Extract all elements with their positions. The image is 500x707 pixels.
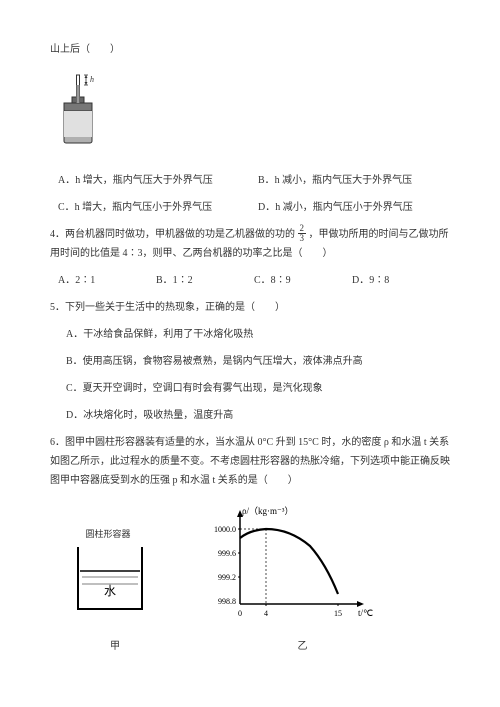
bottle-figure: h	[50, 71, 450, 153]
jia-water-label: 水	[104, 584, 116, 598]
svg-text:15: 15	[334, 609, 342, 618]
q4-option-c: C．8∶9	[254, 271, 352, 290]
q-bottle-options-row2: C．h 增大，瓶内气压小于外界气压 D．h 减小，瓶内气压小于外界气压	[58, 198, 450, 217]
q4-stem: 4．两台机器同时做功，甲机器做的功是乙机器做的功的 23 ，甲做功所用的时间与乙…	[50, 225, 450, 263]
yi-xaxis-label: t/℃	[358, 608, 373, 618]
q6-stem: 6．图甲中圆柱形容器装有适量的水，当水温从 0°C 升到 15°C 时，水的密度…	[50, 433, 450, 490]
q4-fraction: 23	[298, 224, 307, 243]
svg-text:4: 4	[264, 609, 268, 618]
svg-text:1000.0: 1000.0	[214, 525, 236, 534]
q5-option-b: B．使用高压锅，食物容易被煮熟，是锅内气压增大，液体沸点升高	[66, 352, 450, 371]
q4-option-d: D．9∶8	[352, 271, 450, 290]
q4-option-b: B．1∶2	[156, 271, 254, 290]
option-d: D．h 减小，瓶内气压小于外界气压	[258, 198, 450, 217]
page-header-fragment: 山上后（ ）	[50, 40, 450, 59]
option-c: C．h 增大，瓶内气压小于外界气压	[58, 198, 250, 217]
q4-options: A．2∶1 B．1∶2 C．8∶9 D．9∶8	[58, 271, 450, 290]
svg-text:0: 0	[238, 609, 242, 618]
q-bottle-options-row1: A．h 增大，瓶内气压大于外界气压 B．h 减小，瓶内气压大于外界气压	[58, 171, 450, 190]
svg-text:999.6: 999.6	[218, 549, 236, 558]
svg-text:h: h	[90, 75, 94, 84]
q5-option-a: A．干冰给食品保鲜，利用了干冰熔化吸热	[66, 325, 450, 344]
svg-text:998.8: 998.8	[218, 597, 236, 606]
option-b: B．h 减小，瓶内气压大于外界气压	[258, 171, 450, 190]
figure-yi: ρ/（kg·m⁻³） t/℃ 1000.0 999.6 999.2 998.8 …	[200, 504, 375, 656]
figure-jia: 圆柱形容器 水 甲	[60, 529, 170, 656]
q4-option-a: A．2∶1	[58, 271, 156, 290]
q4-frac-den: 3	[298, 234, 307, 243]
q5-option-d: D．冰块熔化时，吸收热量，温度升高	[66, 406, 450, 425]
svg-text:999.2: 999.2	[218, 573, 236, 582]
q6-figures: 圆柱形容器 水 甲 ρ/（kg·m⁻³） t/℃ 1000.0 999.6 99…	[60, 504, 450, 656]
figure-jia-caption: 甲	[60, 637, 170, 656]
yi-yaxis-label: ρ/（kg·m⁻³）	[242, 506, 293, 516]
figure-yi-caption: 乙	[230, 637, 375, 656]
jia-container-label: 圆柱形容器	[85, 529, 130, 539]
q5-stem: 5．下列一些关于生活中的热现象，正确的是（ ）	[50, 298, 450, 317]
option-a: A．h 增大，瓶内气压大于外界气压	[58, 171, 250, 190]
q4-stem-pre: 4．两台机器同时做功，甲机器做的功是乙机器做的功的	[50, 229, 295, 240]
q5-option-c: C．夏天开空调时，空调口有时会有雾气出现，是汽化现象	[66, 379, 450, 398]
